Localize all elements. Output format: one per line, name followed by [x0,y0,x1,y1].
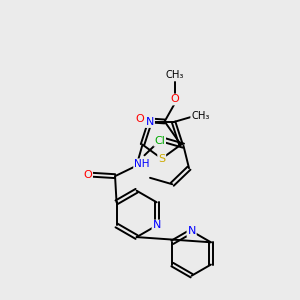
Text: Cl: Cl [154,136,165,146]
Text: O: O [136,114,145,124]
Text: N: N [188,226,196,236]
Text: O: O [83,170,92,180]
Text: N: N [146,117,154,127]
Text: O: O [171,94,179,104]
Text: CH₃: CH₃ [191,111,209,121]
Text: S: S [158,154,165,164]
Text: NH: NH [134,159,150,169]
Text: CH₃: CH₃ [166,70,184,80]
Text: N: N [152,220,161,230]
